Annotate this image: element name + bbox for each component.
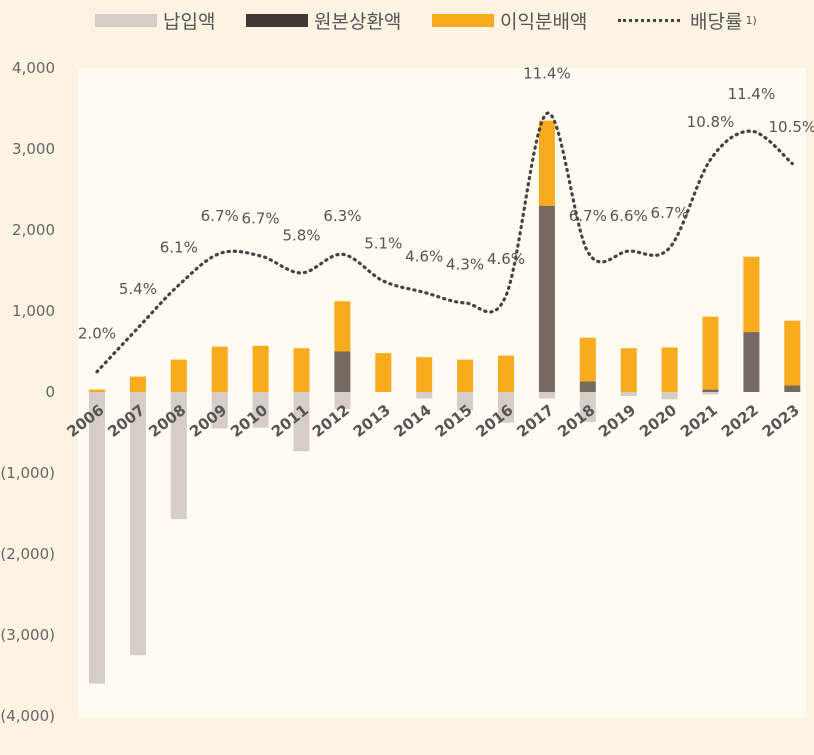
bar-payment [457, 392, 474, 411]
rate-label: 10.8% [687, 113, 735, 131]
y-tick-label: 2,000 [12, 221, 55, 239]
bar-profit [498, 355, 514, 392]
plot-area [78, 68, 806, 718]
legend-label-profit: 이익분배액 [500, 10, 588, 33]
bar-payment [661, 392, 678, 400]
bar-profit [784, 320, 801, 386]
bar-principal [579, 381, 596, 392]
bar-profit [416, 357, 433, 392]
legend-label-rate: 배당률 [690, 10, 743, 33]
bar-profit [743, 256, 760, 333]
bar-profit [89, 389, 105, 392]
x-tick-label: 2022 [718, 401, 762, 441]
rate-label: 6.7% [242, 210, 280, 228]
bar-payment [89, 392, 105, 684]
bar-payment [620, 392, 637, 397]
rate-label: 5.4% [119, 280, 157, 298]
bar-payment [334, 392, 351, 410]
legend-item-rate: 배당률 1) [618, 6, 757, 34]
rate-label: 11.4% [728, 85, 776, 103]
bar-principal [538, 205, 555, 392]
rate-line [95, 111, 794, 374]
bar-payment [252, 392, 269, 428]
bar-profit [334, 301, 351, 352]
rate-label: 5.1% [364, 235, 402, 253]
bar-principal [702, 389, 719, 392]
legend-swatch-rate [618, 18, 680, 22]
legend-swatch-profit [432, 13, 494, 27]
rate-label: 6.7% [651, 204, 689, 222]
bar-payment [293, 392, 310, 452]
y-tick-label: (2,000) [0, 545, 55, 563]
rate-label: 6.1% [160, 239, 198, 257]
x-tick-label: 2015 [432, 401, 476, 441]
x-tick-label: 2021 [677, 401, 721, 441]
bar-profit [211, 346, 228, 392]
y-tick-label: (1,000) [0, 464, 55, 482]
x-tick-label: 2017 [513, 401, 557, 441]
legend: 납입액 원본상환액 이익분배액 배당률 1) [0, 6, 814, 34]
y-axis: 4,000 3,000 2,000 1,000 0 (1,000) (2,000) (3,00… [0, 59, 55, 725]
legend-item-payment: 납입액 [95, 6, 215, 34]
rate-label: 4.6% [405, 248, 443, 266]
y-tick-label: (4,000) [0, 707, 55, 725]
bar-profit [538, 120, 555, 206]
rate-label: 10.5% [768, 118, 814, 136]
x-tick-label: 2013 [350, 401, 394, 441]
legend-label-payment: 납입액 [163, 10, 216, 33]
rate-label: 4.3% [446, 256, 484, 274]
rate-label: 6.7% [201, 207, 239, 225]
rate-label: 6.6% [610, 207, 648, 225]
bar-payment [170, 392, 187, 520]
bar-profit [375, 353, 392, 392]
rate-line-path [95, 111, 794, 374]
bars [89, 120, 801, 684]
y-tick-label: (3,000) [0, 626, 55, 644]
y-tick-label: 4,000 [12, 59, 55, 77]
legend-swatch-principal [246, 13, 308, 27]
legend-swatch-payment [95, 13, 157, 27]
bar-profit [620, 348, 637, 392]
bar-payment [579, 392, 596, 422]
rate-label: 6.7% [569, 207, 607, 225]
rate-label: 6.3% [323, 207, 361, 225]
bar-principal [334, 351, 351, 392]
rate-label: 11.4% [523, 65, 571, 83]
bar-payment [702, 392, 719, 395]
bar-payment [129, 392, 146, 656]
bar-principal [784, 385, 801, 392]
legend-item-principal: 원본상환액 [246, 6, 401, 34]
x-tick-label: 2014 [391, 401, 435, 441]
bar-profit [252, 345, 269, 392]
y-tick-label: 3,000 [12, 140, 55, 158]
bar-payment [211, 392, 228, 429]
bar-profit [702, 316, 719, 390]
legend-label-principal: 원본상환액 [314, 10, 402, 33]
bar-principal [743, 332, 760, 392]
bar-profit [293, 348, 310, 392]
bar-payment [498, 392, 514, 423]
x-tick-label: 2020 [636, 401, 680, 441]
bar-profit [170, 359, 187, 392]
bar-profit [129, 376, 146, 392]
bar-payment [416, 392, 433, 399]
y-tick-label: 0 [45, 383, 55, 401]
x-tick-label: 2019 [595, 401, 639, 441]
bar-profit [661, 347, 678, 392]
x-tick-label: 2023 [759, 401, 803, 441]
rate-label: 5.8% [282, 227, 320, 245]
legend-item-profit: 이익분배액 [432, 6, 587, 34]
legend-rate-note: 1) [745, 13, 757, 27]
bar-payment [538, 392, 555, 399]
rate-label: 2.0% [78, 325, 116, 343]
bar-profit [579, 337, 596, 382]
rate-label: 4.6% [487, 250, 525, 268]
y-tick-label: 1,000 [12, 302, 55, 320]
bar-profit [457, 359, 474, 392]
x-tick-label: 2012 [309, 401, 353, 441]
rate-labels: 2.0%5.4%6.1%6.7% 6.7%5.8%6.3%5.1%4.6% 4.3%… [78, 65, 814, 343]
